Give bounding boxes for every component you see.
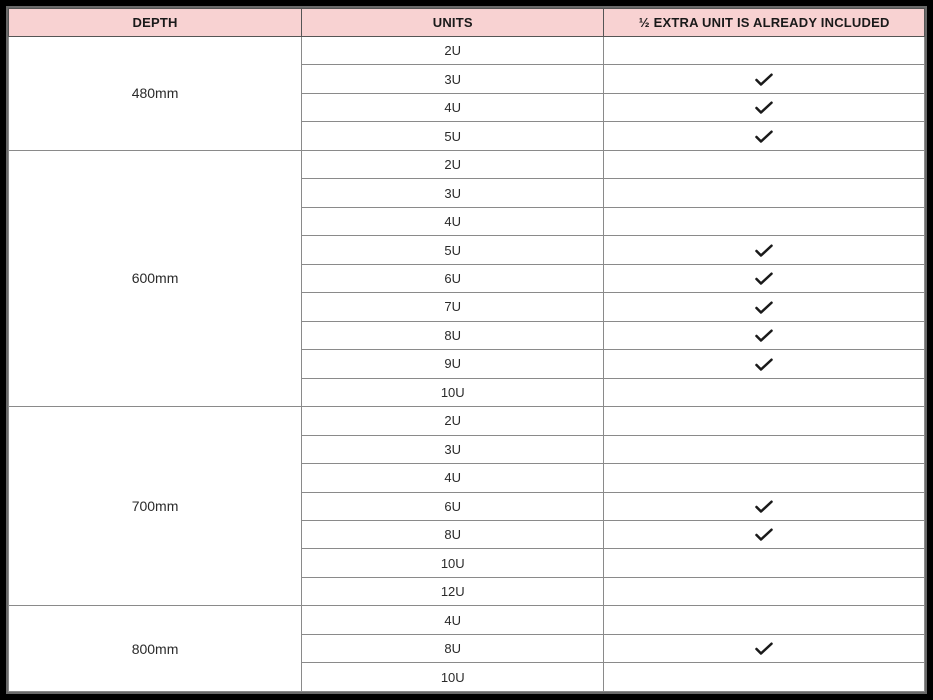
check-icon — [755, 641, 773, 656]
units-cell: 3U — [302, 179, 604, 207]
units-cell: 6U — [302, 492, 604, 520]
units-cell: 3U — [302, 435, 604, 463]
check-cell — [604, 65, 925, 93]
table-body: 480mm2U3U4U5U600mm2U3U4U5U6U7U8U9U10U700… — [9, 37, 925, 692]
units-cell: 8U — [302, 321, 604, 349]
check-icon — [755, 498, 773, 513]
check-icon — [755, 299, 773, 314]
table-row: 600mm2U — [9, 150, 925, 178]
units-cell: 10U — [302, 549, 604, 577]
check-cell — [604, 293, 925, 321]
check-icon — [755, 100, 773, 115]
units-cell: 12U — [302, 577, 604, 605]
table-outer-frame: DEPTH UNITS ½ EXTRA UNIT IS ALREADY INCL… — [0, 0, 933, 700]
check-cell — [604, 634, 925, 662]
units-cell: 2U — [302, 150, 604, 178]
check-cell — [604, 321, 925, 349]
check-cell — [604, 350, 925, 378]
check-icon — [755, 527, 773, 542]
check-cell — [604, 407, 925, 435]
table-row: 480mm2U — [9, 37, 925, 65]
check-icon — [755, 242, 773, 257]
units-cell: 4U — [302, 207, 604, 235]
check-cell — [604, 663, 925, 692]
check-icon — [755, 71, 773, 86]
units-cell: 8U — [302, 634, 604, 662]
check-cell — [604, 378, 925, 406]
units-cell: 9U — [302, 350, 604, 378]
check-icon — [755, 128, 773, 143]
check-cell — [604, 435, 925, 463]
depth-cell: 700mm — [9, 407, 302, 606]
check-cell — [604, 122, 925, 150]
header-extra: ½ EXTRA UNIT IS ALREADY INCLUDED — [604, 9, 925, 37]
units-cell: 5U — [302, 236, 604, 264]
table-inner-frame: DEPTH UNITS ½ EXTRA UNIT IS ALREADY INCL… — [6, 6, 927, 694]
header-depth: DEPTH — [9, 9, 302, 37]
depth-units-table: DEPTH UNITS ½ EXTRA UNIT IS ALREADY INCL… — [8, 8, 925, 692]
units-cell: 6U — [302, 264, 604, 292]
header-units: UNITS — [302, 9, 604, 37]
check-cell — [604, 150, 925, 178]
check-icon — [755, 328, 773, 343]
check-cell — [604, 264, 925, 292]
depth-cell: 800mm — [9, 606, 302, 692]
check-cell — [604, 492, 925, 520]
table-header-row: DEPTH UNITS ½ EXTRA UNIT IS ALREADY INCL… — [9, 9, 925, 37]
units-cell: 2U — [302, 37, 604, 65]
units-cell: 4U — [302, 93, 604, 121]
units-cell: 10U — [302, 663, 604, 692]
check-cell — [604, 93, 925, 121]
units-cell: 4U — [302, 606, 604, 634]
check-cell — [604, 207, 925, 235]
table-row: 700mm2U — [9, 407, 925, 435]
check-cell — [604, 520, 925, 548]
depth-cell: 600mm — [9, 150, 302, 406]
units-cell: 10U — [302, 378, 604, 406]
check-icon — [755, 356, 773, 371]
units-cell: 2U — [302, 407, 604, 435]
check-cell — [604, 577, 925, 605]
units-cell: 7U — [302, 293, 604, 321]
units-cell: 3U — [302, 65, 604, 93]
check-cell — [604, 606, 925, 634]
check-icon — [755, 271, 773, 286]
units-cell: 8U — [302, 520, 604, 548]
units-cell: 5U — [302, 122, 604, 150]
check-cell — [604, 37, 925, 65]
check-cell — [604, 236, 925, 264]
check-cell — [604, 549, 925, 577]
depth-cell: 480mm — [9, 37, 302, 151]
units-cell: 4U — [302, 464, 604, 492]
table-row: 800mm4U — [9, 606, 925, 634]
check-cell — [604, 179, 925, 207]
check-cell — [604, 464, 925, 492]
